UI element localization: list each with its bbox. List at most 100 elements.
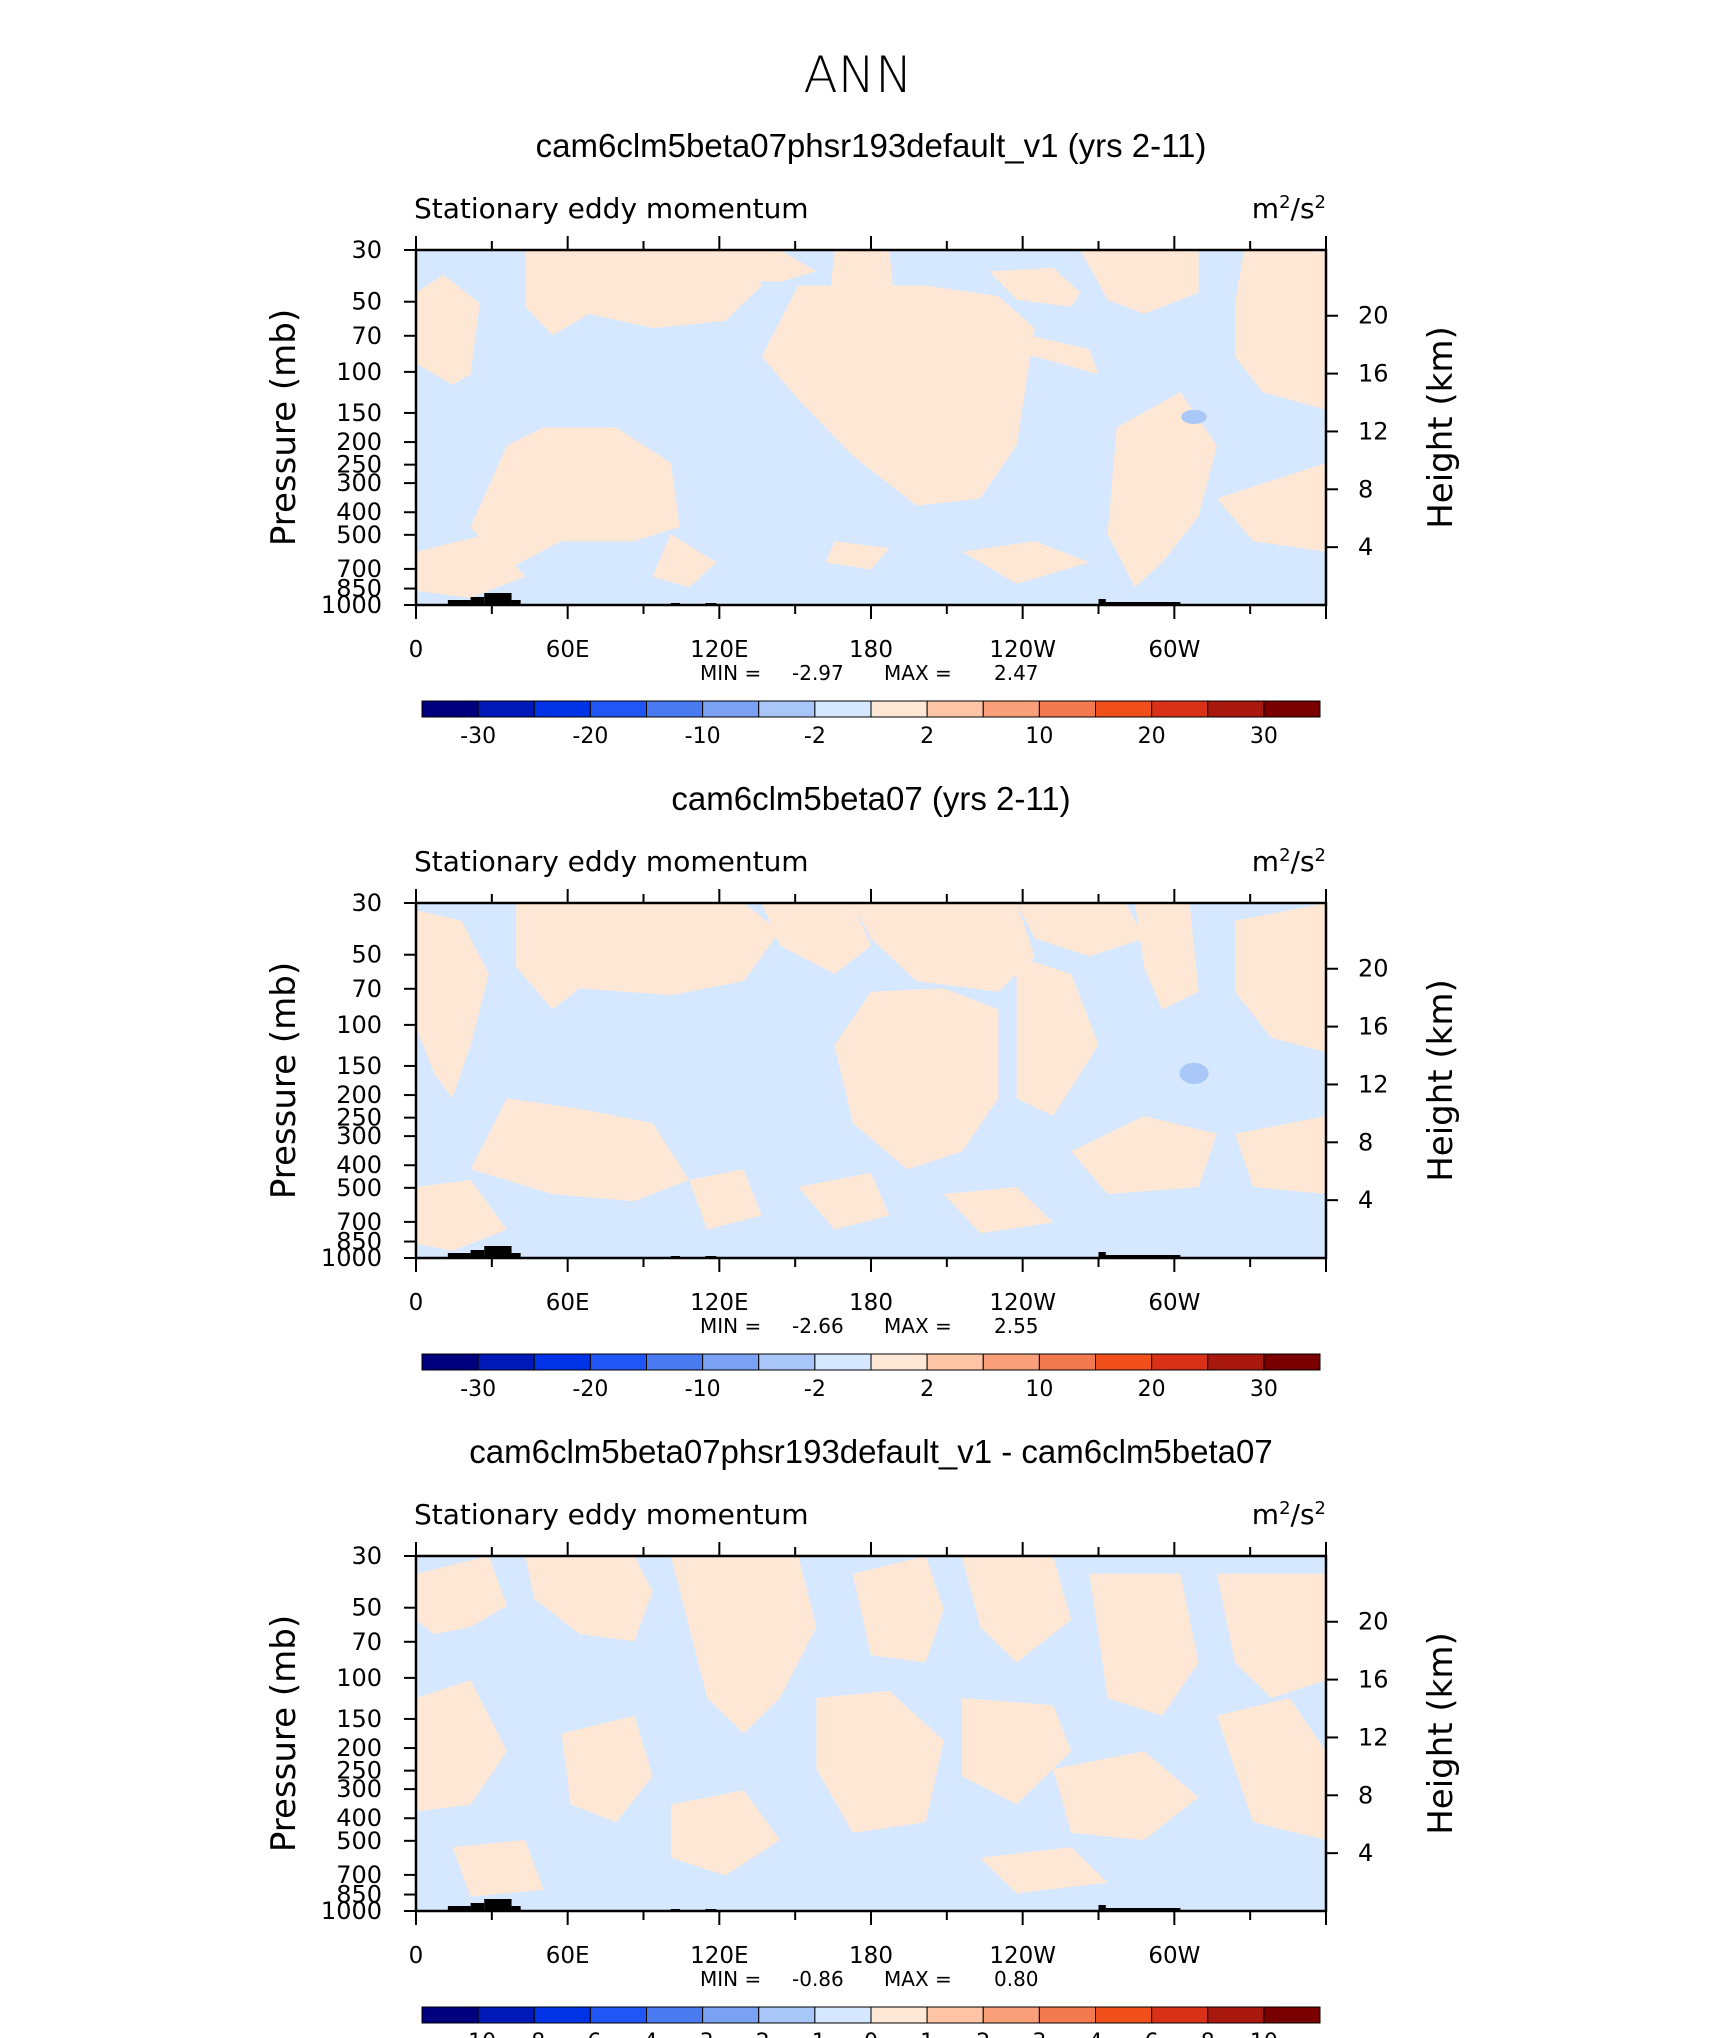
y-right-tick-label: 20 [1358,302,1389,330]
colorbar-swatch [926,2006,984,2024]
terrain-block [447,1906,471,1911]
colorbar-swatch [1207,1353,1265,1371]
warm-region [1080,250,1199,314]
colorbar-label: -10 [460,2030,496,2038]
x-tick-label: 120E [690,1290,748,1316]
colorbar-swatch [589,700,647,718]
colorbar-label: -3 [692,2030,714,2038]
colorbar-swatch [646,2006,704,2024]
warm-region [689,1169,762,1230]
colorbar-swatch [421,700,479,718]
y-right-tick-label: 8 [1358,475,1373,503]
warm-region [834,988,999,1170]
colorbar-swatch [814,700,872,718]
colorbar-label: -2 [804,1377,826,1402]
x-tick-label: 60E [546,1290,590,1316]
warm-region [416,1556,507,1635]
y-left-tick-label: 150 [336,399,382,427]
y-left-tick-label: 100 [336,1011,382,1039]
warm-region [1107,392,1217,588]
y-left-tick-label: 500 [336,1174,382,1202]
colorbar-swatch [1151,700,1209,718]
terrain-block [511,1906,521,1911]
colorbar-swatch [982,1353,1040,1371]
warm-region [761,903,871,974]
y-left-tick-label: 100 [336,1664,382,1692]
warm-region [416,274,480,385]
colorbar-label: 0 [864,2030,878,2038]
warm-region [416,910,489,1099]
terrain-block [447,1253,471,1258]
colorbar-swatch [702,700,760,718]
y-right-tick-label: 16 [1358,1666,1389,1694]
warm-region [1216,1698,1326,1840]
warm-region [643,250,817,282]
y-left-tick-label: 1000 [321,1897,382,1925]
colorbar-swatch [646,1353,704,1371]
y-left-tick-label: 500 [336,1827,382,1855]
terrain-block [484,593,512,605]
colorbar-label: 10 [1025,724,1053,749]
y-left-tick-label: 400 [336,1804,382,1832]
colorbar-swatch [870,1353,928,1371]
warm-region [470,427,680,570]
stats-min-label: MIN = [700,1314,761,1338]
y-left-axis-title: Pressure (mb) [264,1615,304,1852]
warm-region [825,541,890,570]
panel-3: cam6clm5beta07phsr193default_v1 - cam6cl… [264,1433,1461,2038]
x-tick-label: 120E [690,637,748,663]
colorbar-label: -2 [748,2030,770,2038]
panel-title: cam6clm5beta07phsr193default_v1 - cam6cl… [469,1433,1272,1470]
colorbar-swatch [533,1353,591,1371]
colorbar-swatch [533,700,591,718]
warm-region [516,903,780,1010]
stats-min-value: -2.97 [792,661,844,685]
field-label: Stationary eddy momentum [414,192,809,225]
x-tick-label: 120W [989,1943,1056,1969]
y-left-tick-label: 250 [336,451,382,479]
warm-region [980,1847,1108,1894]
warm-region [943,1187,1053,1234]
colorbar-label: -2 [804,724,826,749]
colorbar-label: -20 [572,1377,608,1402]
warm-region [1235,250,1326,410]
stats-min-value: -0.86 [792,1967,844,1991]
panel-title: cam6clm5beta07phsr193default_v1 (yrs 2-1… [536,127,1207,164]
negative-spot [1181,409,1207,424]
y-left-tick-label: 850 [336,575,382,603]
x-tick-label: 60E [546,637,590,663]
colorbar-swatch [533,2006,591,2024]
x-tick-label: 60E [546,1943,590,1969]
terrain-block [484,1246,512,1258]
colorbar-swatch [1038,2006,1096,2024]
y-left-tick-label: 1000 [321,1244,382,1272]
colorbar-swatch [589,1353,647,1371]
colorbar-swatch [870,700,928,718]
colorbar-label: 10 [1250,2030,1278,2038]
warm-region [561,1715,653,1823]
colorbar-swatch [1095,2006,1153,2024]
y-left-tick-label: 30 [351,1542,382,1570]
colorbar-swatch [758,2006,816,2024]
colorbar-label: -1 [804,2030,826,2038]
colorbar-label: 8 [1201,2030,1215,2038]
colorbar-swatch [870,2006,928,2024]
stats-max-label: MAX = [884,1314,952,1338]
x-tick-label: 0 [409,637,424,663]
y-left-tick-label: 850 [336,1881,382,1909]
colorbar-swatch [1263,1353,1321,1371]
y-left-tick-label: 30 [351,889,382,917]
colorbar-swatch [1095,700,1153,718]
units-label: m2/s2 [1252,845,1326,878]
colorbar-swatch [1038,700,1096,718]
stats-min-value: -2.66 [792,1314,844,1338]
y-right-tick-label: 4 [1358,1839,1373,1867]
y-left-tick-label: 400 [336,498,382,526]
warm-region [1016,903,1144,957]
colorbar-swatch [1151,2006,1209,2024]
y-left-tick-label: 70 [351,322,382,350]
x-tick-label: 180 [849,1943,893,1969]
y-left-axis-title: Pressure (mb) [264,309,304,546]
terrain-block [470,1250,485,1258]
x-tick-label: 60W [1148,1943,1200,1969]
